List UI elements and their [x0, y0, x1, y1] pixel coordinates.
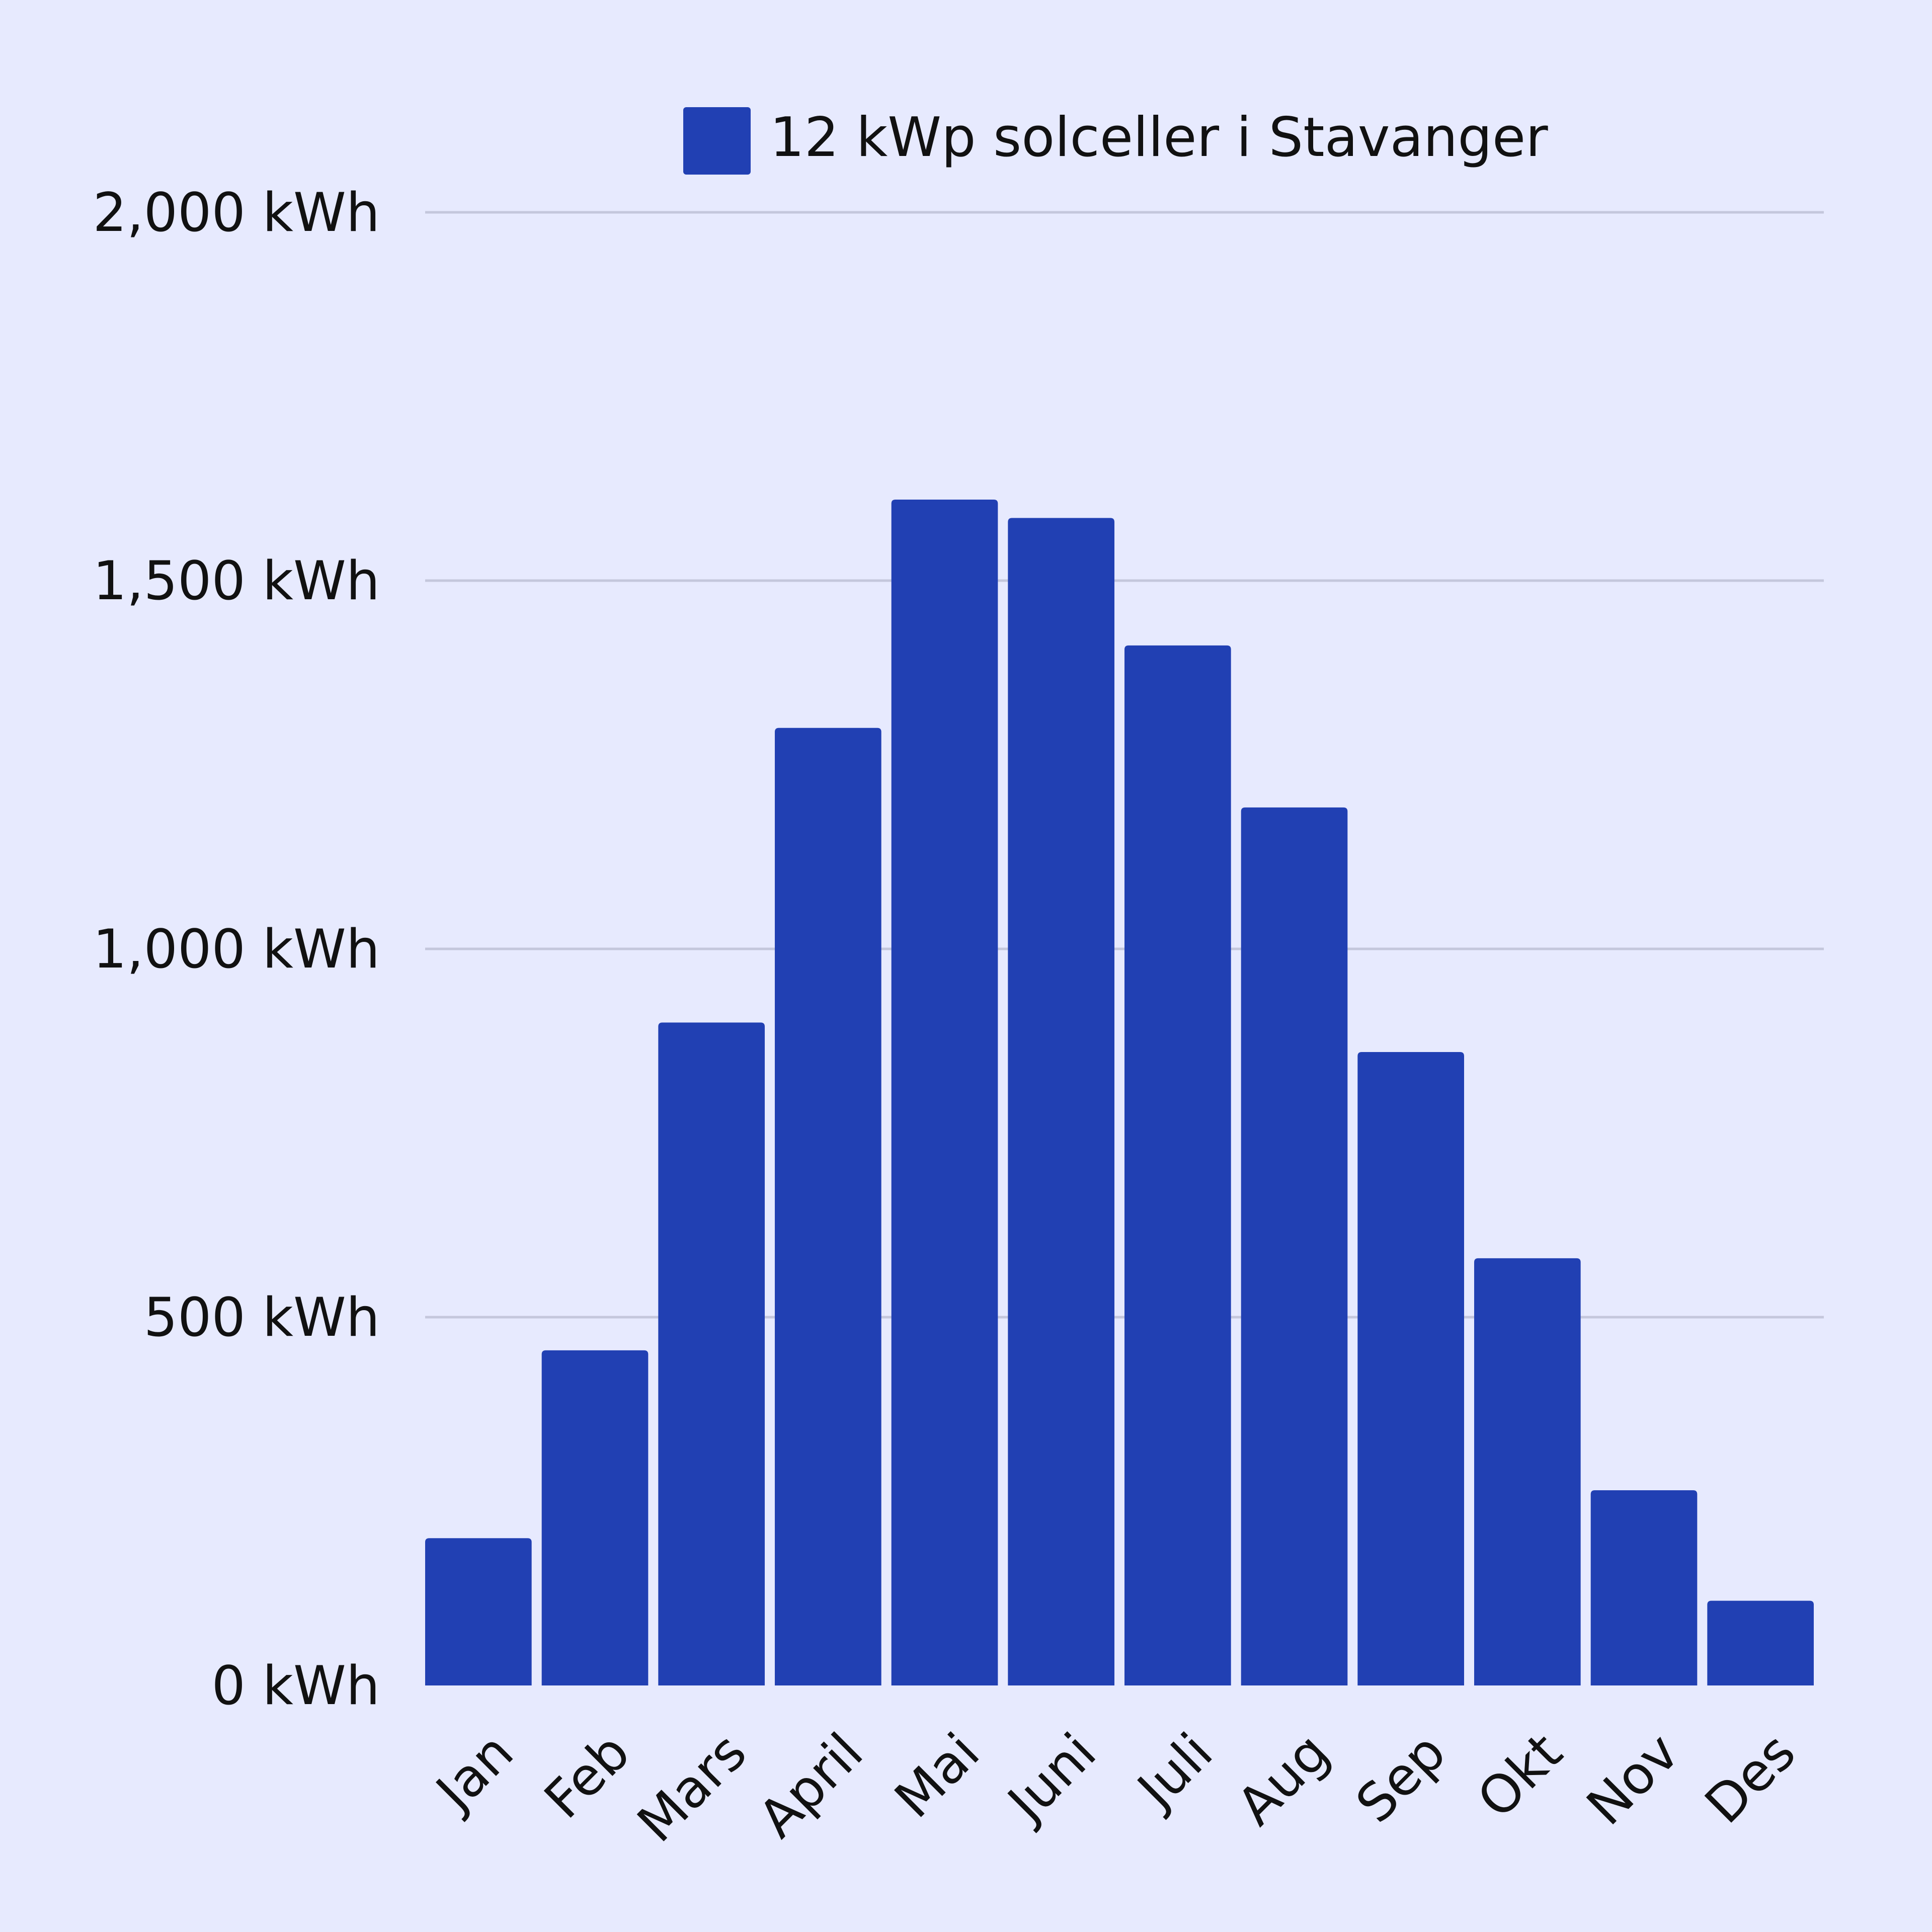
x-tick-label: Juni	[994, 1721, 1108, 1835]
legend-swatch	[683, 107, 751, 175]
x-tick-label: Mai	[883, 1721, 991, 1829]
bar-juni	[1008, 518, 1114, 1685]
x-tick-label: Des	[1693, 1721, 1807, 1835]
y-tick-label: 2,000 kWh	[93, 182, 380, 244]
y-axis-ticks: 0 kWh 500 kWh 1,000 kWh 1,500 kWh 2,000 kWh	[93, 182, 380, 1717]
bar-sep	[1357, 1052, 1464, 1685]
bar-mars	[658, 1022, 765, 1685]
bar-okt	[1474, 1258, 1581, 1685]
x-tick-label: Feb	[533, 1721, 641, 1830]
y-tick-label: 1,500 kWh	[93, 550, 380, 612]
bar-juli	[1124, 645, 1231, 1685]
legend-label: 12 kWp solceller i Stavanger	[770, 106, 1548, 169]
bar-april	[775, 728, 881, 1685]
y-tick-label: 1,000 kWh	[93, 918, 380, 980]
x-tick-label: Jan	[422, 1721, 525, 1824]
bar-mai	[891, 499, 998, 1686]
x-tick-label: Aug	[1225, 1721, 1341, 1837]
bar-nov	[1590, 1490, 1698, 1685]
bar-aug	[1241, 807, 1348, 1685]
x-tick-label: Mars	[625, 1721, 758, 1854]
x-tick-label: Okt	[1466, 1721, 1574, 1830]
bars	[425, 499, 1814, 1686]
x-tick-label: Juli	[1124, 1721, 1225, 1822]
y-tick-label: 0 kWh	[211, 1655, 380, 1717]
y-tick-label: 500 kWh	[144, 1286, 380, 1348]
bar-feb	[541, 1350, 649, 1685]
x-tick-label: Sep	[1344, 1721, 1458, 1834]
legend: 12 kWp solceller i Stavanger	[683, 106, 1548, 175]
x-tick-label: Nov	[1575, 1721, 1691, 1837]
x-tick-label: April	[747, 1721, 874, 1849]
bar-des	[1707, 1600, 1814, 1685]
bar-jan	[425, 1538, 532, 1685]
